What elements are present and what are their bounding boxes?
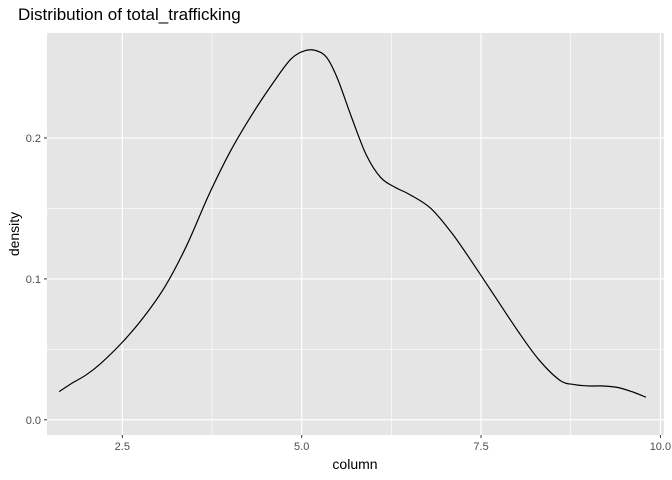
- y-axis-label: density: [6, 212, 22, 256]
- x-tick-label: 7.5: [473, 441, 488, 453]
- major-gridlines: [47, 33, 664, 435]
- x-axis: 2.5 5.0 7.5 10.0: [115, 435, 671, 453]
- x-tick-label: 5.0: [294, 441, 309, 453]
- y-tick-label: 0.2: [26, 133, 41, 145]
- plot-panel: [47, 33, 664, 435]
- density-curve: [58, 49, 647, 398]
- y-tick-label: 0.1: [26, 274, 41, 286]
- y-tick-label: 0.0: [26, 415, 41, 427]
- x-axis-label: column: [332, 456, 377, 472]
- x-tick-label: 10.0: [650, 441, 671, 453]
- chart-title: Distribution of total_trafficking: [18, 5, 241, 24]
- x-tick-label: 2.5: [115, 441, 130, 453]
- y-axis: 0.0 0.1 0.2: [26, 133, 47, 427]
- minor-gridlines: [47, 33, 664, 435]
